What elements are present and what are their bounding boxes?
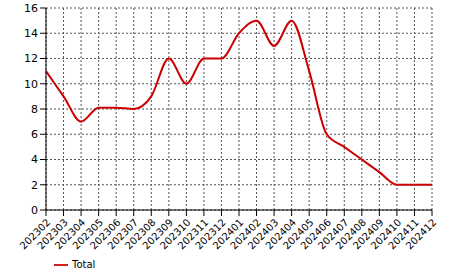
svg-text:8: 8	[31, 103, 38, 116]
svg-text:202401: 202401	[210, 216, 246, 252]
svg-text:202303: 202303	[35, 216, 70, 252]
html-text:Total: Total	[72, 259, 96, 270]
svg-text:0: 0	[31, 204, 38, 217]
svg-text:202309: 202309	[140, 216, 176, 252]
svg-text:202305: 202305	[70, 216, 106, 252]
svg-text:202410: 202410	[368, 216, 404, 252]
svg-text:2: 2	[31, 179, 38, 192]
svg-text:202404: 202404	[263, 216, 299, 252]
svg-text:14: 14	[24, 27, 38, 40]
svg-text:202408: 202408	[333, 216, 369, 252]
svg-text:202403: 202403	[245, 216, 281, 252]
svg-text:6: 6	[31, 128, 38, 141]
svg-text:202411: 202411	[386, 216, 421, 252]
svg-text:202407: 202407	[315, 216, 351, 252]
svg-text:202311: 202311	[175, 216, 211, 252]
svg-text:12: 12	[24, 52, 38, 65]
svg-text:202409: 202409	[351, 216, 386, 252]
svg-text:16: 16	[24, 2, 38, 15]
svg-text:202406: 202406	[298, 216, 334, 252]
svg-text:202402: 202402	[228, 216, 263, 252]
svg-text:202308: 202308	[122, 216, 158, 252]
svg-text:202307: 202307	[105, 216, 141, 252]
svg-text:202304: 202304	[52, 216, 88, 252]
svg-text:202306: 202306	[87, 216, 123, 252]
svg-text:202310: 202310	[158, 216, 193, 252]
svg-text:202405: 202405	[280, 216, 316, 252]
svg-text:10: 10	[24, 78, 38, 91]
svg-text:202312: 202312	[193, 216, 228, 252]
svg-text:202302: 202302	[17, 216, 53, 252]
svg-text:4: 4	[31, 153, 38, 166]
svg-text:202412: 202412	[404, 217, 439, 252]
